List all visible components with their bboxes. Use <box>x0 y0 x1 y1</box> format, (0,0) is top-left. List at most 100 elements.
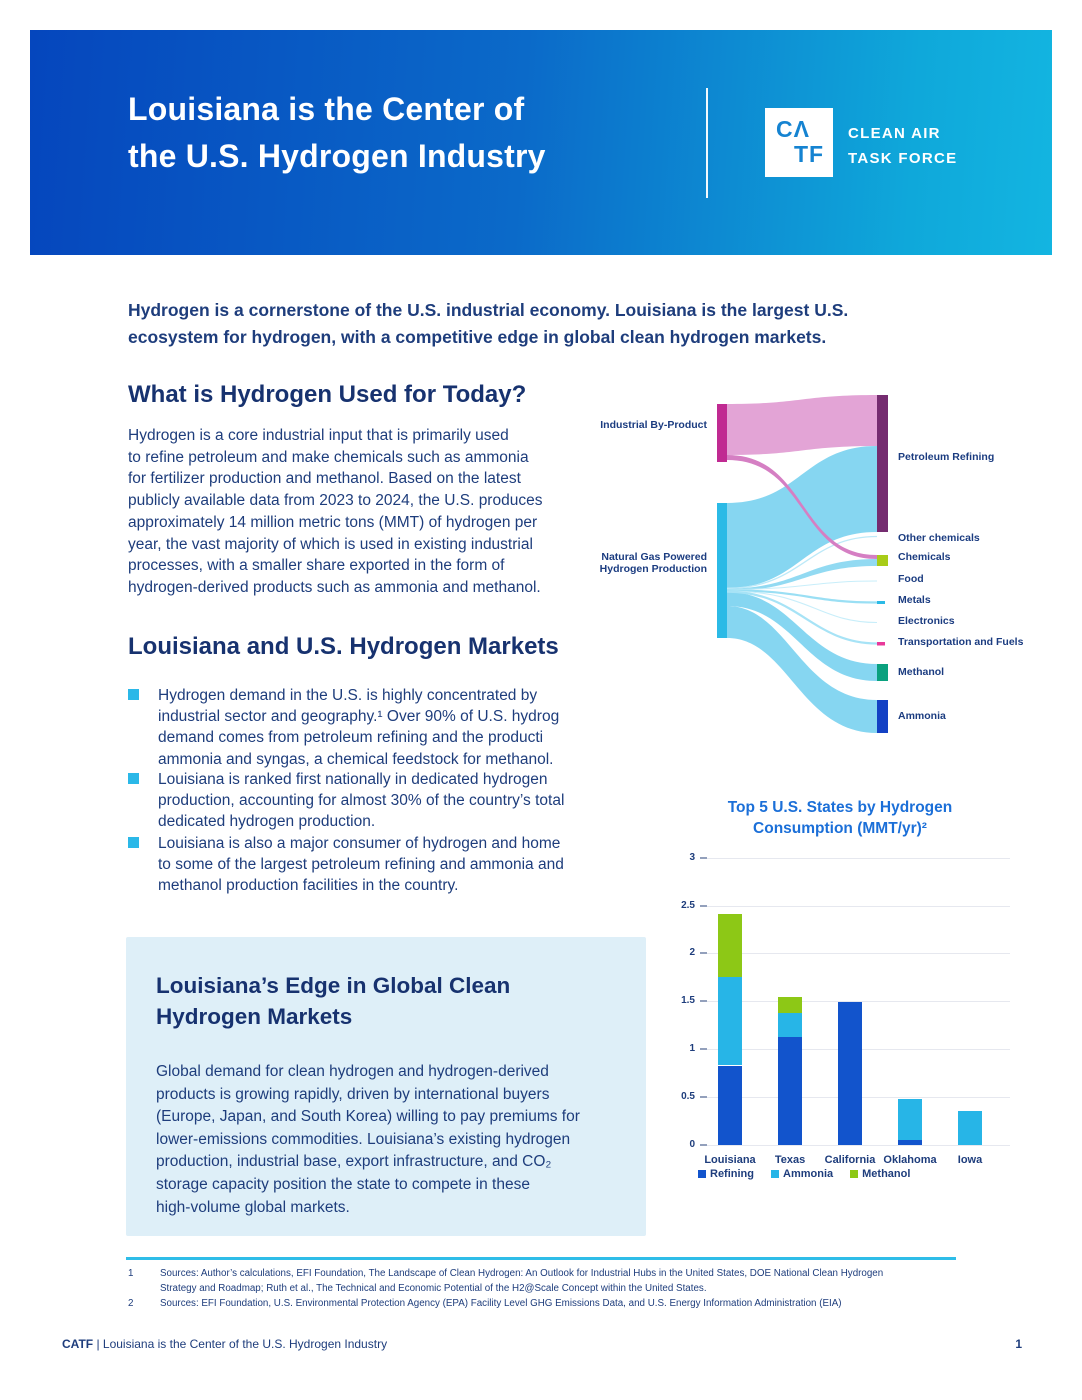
chart-gridline <box>700 1001 1010 1003</box>
footnote-text: Sources: EFI Foundation, U.S. Environmen… <box>160 1298 842 1309</box>
footnote-number: 2 <box>128 1298 134 1309</box>
bullet-text: Hydrogen demand in the U.S. is highly co… <box>158 687 560 768</box>
chart-tick-label: 1 <box>689 1043 695 1055</box>
node-transportation <box>877 642 885 646</box>
intro-paragraph: Hydrogen is a cornerstone of the U.S. in… <box>128 300 849 347</box>
node-chemicals <box>877 555 888 566</box>
node-ammonia <box>877 700 888 733</box>
catf-logo: CΛ TF <box>765 108 833 177</box>
catf-logo-letters-bottom: TF <box>794 141 825 167</box>
legend-swatch-icon <box>771 1170 779 1178</box>
catf-logo-letters-top: CΛ <box>776 116 810 142</box>
node-petroleum-refining <box>877 395 888 532</box>
footnote-text: Sources: Author’s calculations, EFI Foun… <box>160 1268 884 1294</box>
section-heading-hydrogen-markets: Louisiana and U.S. Hydrogen Markets <box>128 633 559 660</box>
document-title: Louisiana is the Center of the U.S. Hydr… <box>128 91 546 174</box>
footer: CATF | Louisiana is the Center of the U.… <box>62 1337 387 1351</box>
legend-label: Methanol <box>862 1168 911 1180</box>
bullet-text: Louisiana is also a major consumer of hy… <box>158 835 564 895</box>
legend-item-ammonia: Ammonia <box>771 1168 833 1180</box>
hydrogen-consumption-chart: Top 5 U.S. States by Hydrogen Consumptio… <box>680 790 1020 1200</box>
sankey-label-electronics: Electronics <box>898 615 955 627</box>
chart-tick-label: 3 <box>689 851 695 863</box>
sankey-label-food: Food <box>898 573 924 585</box>
catf-logo-wordmark: CLEAN AIR TASK FORCE <box>848 125 958 167</box>
footnote-number: 1 <box>128 1268 134 1279</box>
chart-legend: Refining Ammonia Methanol <box>698 1168 910 1180</box>
legend-swatch-icon <box>698 1170 706 1178</box>
sankey-label-other-chemicals: Other chemicals <box>898 532 980 544</box>
flow-naturalgas-to-chemicals <box>727 559 877 591</box>
bar-texas-methanol <box>778 996 802 1013</box>
footer-brand: CATF <box>62 1337 94 1351</box>
flow-naturalgas-to-methanol <box>727 592 877 681</box>
chart-tick <box>700 1144 707 1146</box>
bar-louisiana-refining <box>718 1065 742 1145</box>
chart-tick <box>700 952 707 955</box>
section-heading-what-is-hydrogen: What is Hydrogen Used for Today? <box>128 381 527 408</box>
sankey-label-petroleum-refining: Petroleum Refining <box>898 451 995 463</box>
sankey-label-transportation: Transportation and Fuels <box>898 636 1024 648</box>
chart-tick <box>700 1000 707 1003</box>
flow-naturalgas-to-transportation <box>726 590 878 645</box>
chart-tick <box>700 1096 707 1099</box>
chart-category-label: California <box>824 1154 876 1166</box>
bullet-text: Louisiana is ranked first nationally in … <box>158 771 565 831</box>
header-banner: Louisiana is the Center of the U.S. Hydr… <box>30 30 1052 255</box>
flow-naturalgas-to-electronics <box>726 590 878 624</box>
chart-tick-label: 0.5 <box>681 1091 695 1103</box>
bullet-item-major-consumer: Louisiana is also a major consumer of hy… <box>128 833 688 897</box>
chart-tick-label: 2 <box>689 947 695 959</box>
bullet-square-icon <box>128 689 139 700</box>
legend-label: Refining <box>710 1168 754 1180</box>
what-is-hydrogen-body: Hydrogen is a core industrial input that… <box>128 427 543 596</box>
node-natural-gas-production <box>717 503 727 638</box>
chart-tick <box>700 856 707 859</box>
bar-louisiana-methanol <box>718 914 742 978</box>
bullet-square-icon <box>128 773 139 784</box>
callout-body: Global demand for clean hydrogen and hyd… <box>156 1063 580 1216</box>
sankey-label-natural-gas: Natural Gas Powered Hydrogen Production <box>599 551 707 575</box>
flow-naturalgas-to-metals <box>726 589 878 604</box>
bar-oklahoma-ammonia <box>898 1099 922 1141</box>
chart-tick-label: 1.5 <box>681 995 695 1007</box>
legend-item-methanol: Methanol <box>850 1168 910 1180</box>
sankey-label-ammonia: Ammonia <box>898 710 946 722</box>
sankey-label-industrial-byproduct: Industrial By-Product <box>600 419 707 431</box>
bar-texas-ammonia <box>778 1012 802 1037</box>
header-divider <box>706 88 708 198</box>
legend-swatch-icon <box>850 1170 859 1178</box>
chart-title: Top 5 U.S. States by Hydrogen Consumptio… <box>727 799 953 837</box>
bullet-item-ranked-first: Louisiana is ranked first nationally in … <box>128 769 688 833</box>
bar-louisiana-ammonia <box>718 977 742 1066</box>
footer-separator: | <box>93 1337 103 1351</box>
chart-tick <box>700 1048 707 1051</box>
sankey-label-metals: Metals <box>898 594 931 606</box>
chart-tick-label: 0 <box>689 1139 695 1150</box>
bar-iowa-ammonia <box>958 1110 982 1145</box>
bullet-item-demand: Hydrogen demand in the U.S. is highly co… <box>128 685 688 770</box>
chart-tick <box>700 904 707 907</box>
callout-louisianas-edge: Louisiana’s Edge in Global Clean Hydroge… <box>126 937 646 1236</box>
page-number: 1 <box>1015 1337 1022 1351</box>
flow-byproduct-to-petroleum-refining <box>727 395 877 455</box>
flow-naturalgas-to-food <box>726 580 878 590</box>
legend-label: Ammonia <box>783 1168 834 1180</box>
hydrogen-sankey-diagram <box>717 395 888 733</box>
legend-item-refining: Refining <box>698 1168 754 1180</box>
node-industrial-byproduct <box>717 404 727 462</box>
chart-gridline <box>700 857 1010 859</box>
chart-category-label: Louisiana <box>704 1154 756 1166</box>
node-metals <box>877 601 885 604</box>
flow-naturalgas-to-other-chemicals <box>726 535 878 589</box>
sankey-label-chemicals: Chemicals <box>898 551 951 563</box>
chart-category-label: Iowa <box>957 1154 983 1166</box>
bar-california-refining <box>838 1002 862 1145</box>
node-methanol <box>877 664 888 681</box>
bar-oklahoma-refining <box>898 1140 922 1145</box>
footnotes: 1 Sources: Author’s calculations, EFI Fo… <box>128 1266 968 1316</box>
footer-title: Louisiana is the Center of the U.S. Hydr… <box>102 1337 388 1351</box>
chart-tick-label: 2.5 <box>681 899 695 911</box>
chart-category-label: Texas <box>774 1154 806 1166</box>
